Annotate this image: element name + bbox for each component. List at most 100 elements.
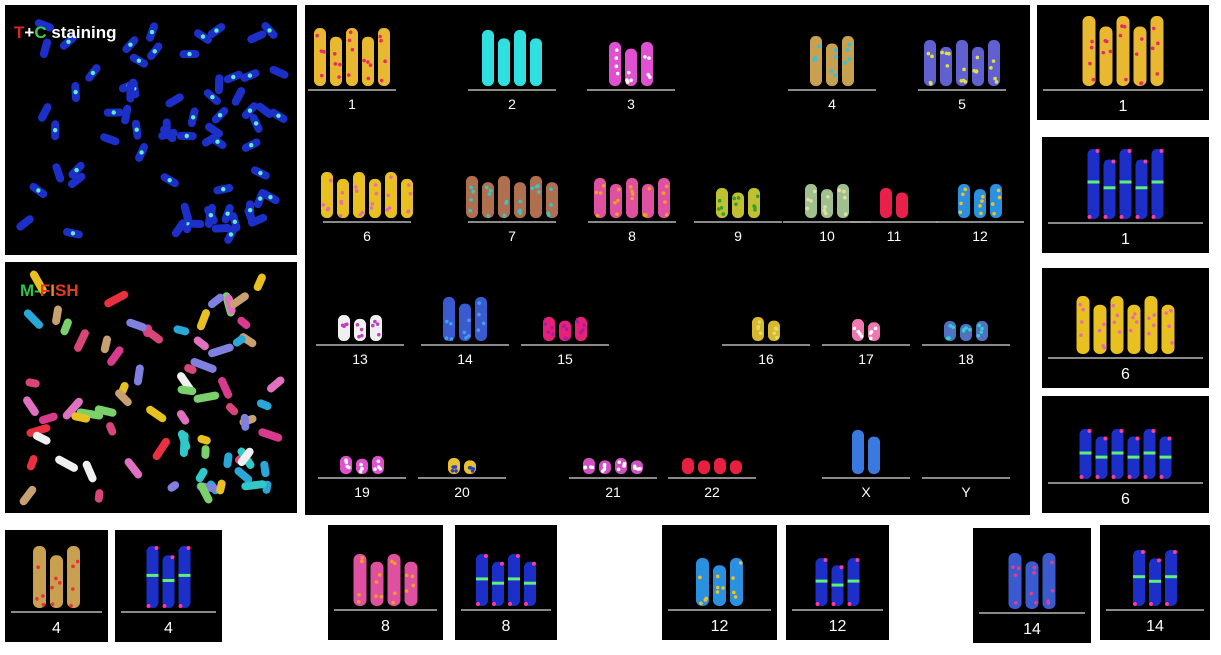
telomere-spot (178, 604, 183, 608)
chromosome (330, 36, 342, 86)
chromosome (115, 389, 132, 407)
fish-signal (602, 464, 607, 468)
chromosome-label: Y (961, 484, 971, 500)
fish-signal (374, 594, 378, 598)
fish-signal (481, 321, 486, 326)
fish-signal (719, 206, 724, 210)
fish-signal (772, 331, 777, 335)
fish-signal (721, 212, 726, 216)
telomere-spot (1157, 558, 1161, 563)
telomere-spot (149, 29, 155, 35)
chromosome-label: 4 (828, 96, 836, 112)
fish-signal (348, 30, 353, 35)
chromosome (34, 19, 54, 32)
fish-signal (979, 330, 984, 334)
telomere-spot (1111, 159, 1116, 164)
telomere-spot (267, 28, 272, 33)
chromosome (141, 325, 163, 344)
chromosome (340, 456, 352, 474)
panel-label: 4 (164, 620, 173, 637)
fish-signal (449, 337, 454, 341)
sub-panel (1042, 268, 1209, 388)
fish-signal (1131, 315, 1135, 320)
telomere-spot (1143, 475, 1148, 479)
fish-signal (698, 575, 702, 580)
chromosome (165, 93, 184, 108)
fish-signal (360, 556, 364, 560)
fish-signal (614, 64, 619, 69)
fish-signal (1102, 322, 1106, 327)
telomere-spot (146, 604, 151, 608)
chromosome (338, 315, 350, 341)
label-part: H (66, 281, 78, 300)
fish-signal (467, 318, 471, 323)
chromosome (216, 479, 226, 495)
fish-signal (598, 191, 603, 195)
chromosome (240, 413, 250, 431)
fish-signal (873, 326, 878, 331)
fish-signal (468, 208, 473, 213)
fish-signal (738, 561, 743, 565)
fish-signal (715, 590, 720, 594)
chromosome-label: 2 (508, 96, 516, 112)
chromosome (231, 87, 246, 106)
chromosome (184, 364, 197, 374)
chromosome (207, 293, 225, 309)
fish-signal (1080, 320, 1084, 324)
chromosome (466, 176, 478, 218)
telomere-spot (1087, 429, 1092, 433)
fish-signal (1014, 601, 1018, 605)
chromosome (658, 178, 670, 218)
chromosome (696, 558, 709, 606)
fish-signal (630, 196, 635, 201)
chromosome (730, 460, 742, 474)
fish-signal (991, 59, 996, 63)
chromosome-label: 17 (858, 351, 874, 367)
label-part: staining (47, 23, 117, 42)
chromosome (1133, 26, 1147, 86)
telomere-spot (831, 602, 836, 606)
fish-signal (961, 192, 965, 197)
fish-signal (837, 188, 842, 193)
fish-signal (41, 602, 46, 607)
fish-signal (813, 57, 818, 62)
telomere-spot (1079, 475, 1084, 479)
fish-signal (1032, 571, 1036, 575)
fish-signal (466, 334, 471, 338)
fish-signal (377, 573, 382, 577)
fish-signal (1124, 77, 1128, 82)
fish-signal (962, 67, 966, 72)
telomere-spot (210, 94, 215, 100)
fish-signal (337, 75, 341, 79)
chromosome (269, 65, 289, 79)
fish-signal (945, 64, 950, 68)
chromosome (1119, 149, 1132, 219)
fish-signal (469, 185, 474, 190)
fish-signal (1108, 49, 1113, 54)
chromosome (126, 82, 135, 103)
telomere-spot (1135, 215, 1140, 219)
centromere-band (1103, 186, 1116, 190)
chromosome (29, 270, 47, 295)
fish-signal (546, 330, 551, 335)
telomere-spot (532, 561, 536, 566)
label-part: - (34, 281, 40, 300)
fish-signal (734, 202, 738, 207)
chromosome-label: 20 (454, 484, 470, 500)
chromosome (126, 318, 147, 332)
chromosome (1008, 553, 1022, 609)
fish-signal (829, 69, 834, 73)
chromosome-label: 14 (457, 351, 473, 367)
centromere-band (162, 579, 175, 583)
chromosome (896, 192, 908, 218)
fish-signal (976, 333, 981, 338)
panel-label: 12 (711, 618, 729, 635)
fish-signal (643, 54, 647, 59)
chromosome (837, 184, 849, 218)
fish-signal (450, 468, 455, 473)
chromosome-label: 9 (734, 228, 742, 244)
label-part: I (50, 281, 55, 300)
fish-signal (647, 56, 651, 60)
fish-signal (374, 191, 379, 196)
